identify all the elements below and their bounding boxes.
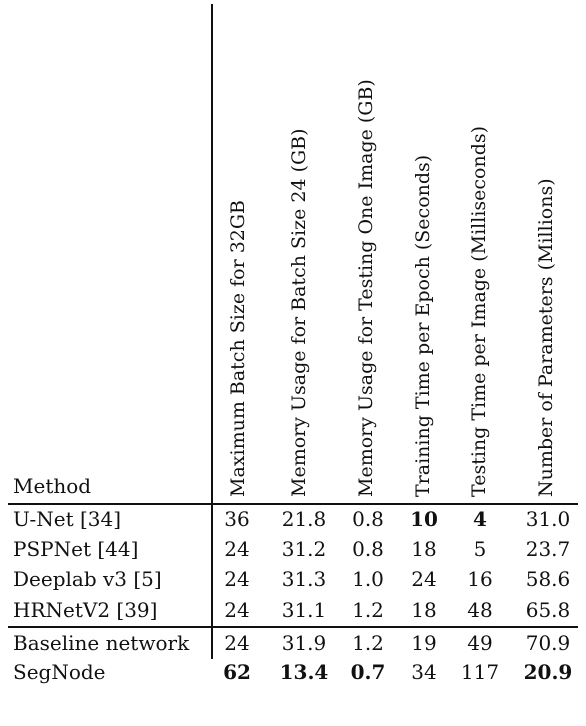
table-cell: 31.0 (525, 507, 571, 531)
table-cell: 1.2 (352, 631, 384, 655)
table-cell: 4 (473, 507, 487, 531)
table-cell: 10 (410, 507, 438, 531)
table-cell: 19 (411, 631, 437, 655)
table-cell: 31.2 (281, 537, 327, 561)
table-cell: 21.8 (281, 507, 327, 531)
table-row-method: U-Net [34] (13, 507, 122, 531)
table-cell: 1.0 (352, 567, 384, 591)
table-cell: 13.4 (279, 660, 329, 684)
table-row-method: Baseline network (13, 631, 190, 655)
table-cell: 117 (460, 660, 500, 684)
table-cell: 24 (411, 567, 437, 591)
table-cell: 18 (411, 537, 437, 561)
table-row-method: PSPNet [44] (13, 537, 139, 561)
table-cell: 16 (467, 567, 493, 591)
column-separator (211, 4, 213, 659)
column-header-memory-test: Memory Usage for Testing One Image (GB) (355, 79, 377, 497)
table-cell: 20.9 (523, 660, 573, 684)
table-cell: 0.8 (352, 537, 384, 561)
table-cell: 49 (467, 631, 493, 655)
table-cell: 70.9 (525, 631, 571, 655)
table-cell: 0.7 (350, 660, 386, 684)
table-cell: 1.2 (352, 598, 384, 622)
table-cell: 31.3 (281, 567, 327, 591)
table-cell: 34 (411, 660, 437, 684)
column-header-test-time: Testing Time per Image (Milliseconds) (468, 125, 490, 497)
column-header-parameters: Number of Parameters (Millions) (535, 178, 557, 497)
table-cell: 0.8 (352, 507, 384, 531)
table-cell: 36 (224, 507, 250, 531)
table-cell: 65.8 (525, 598, 571, 622)
table-cell: 58.6 (525, 567, 571, 591)
column-header-memory-batch: Memory Usage for Batch Size 24 (GB) (288, 128, 310, 497)
column-header-train-time: Training Time per Epoch (Seconds) (412, 154, 434, 497)
table-cell: 48 (467, 598, 493, 622)
table-cell: 24 (224, 631, 250, 655)
table-row-method: Deeplab v3 [5] (13, 567, 162, 591)
table-cell: 5 (473, 537, 487, 561)
column-header-max-batch: Maximum Batch Size for 32GB (227, 199, 249, 497)
table-cell: 24 (224, 598, 250, 622)
table-cell: 31.1 (281, 598, 327, 622)
table-cell: 62 (223, 660, 251, 684)
table-row-method: SegNode (13, 660, 106, 684)
table-cell: 31.9 (281, 631, 327, 655)
table-cell: 24 (224, 537, 250, 561)
table-cell: 23.7 (525, 537, 571, 561)
method-header: Method (13, 474, 92, 498)
table-row-method: HRNetV2 [39] (13, 598, 158, 622)
header-rule (8, 503, 578, 505)
table-cell: 18 (411, 598, 437, 622)
table-cell: 24 (224, 567, 250, 591)
group-rule (8, 626, 578, 628)
